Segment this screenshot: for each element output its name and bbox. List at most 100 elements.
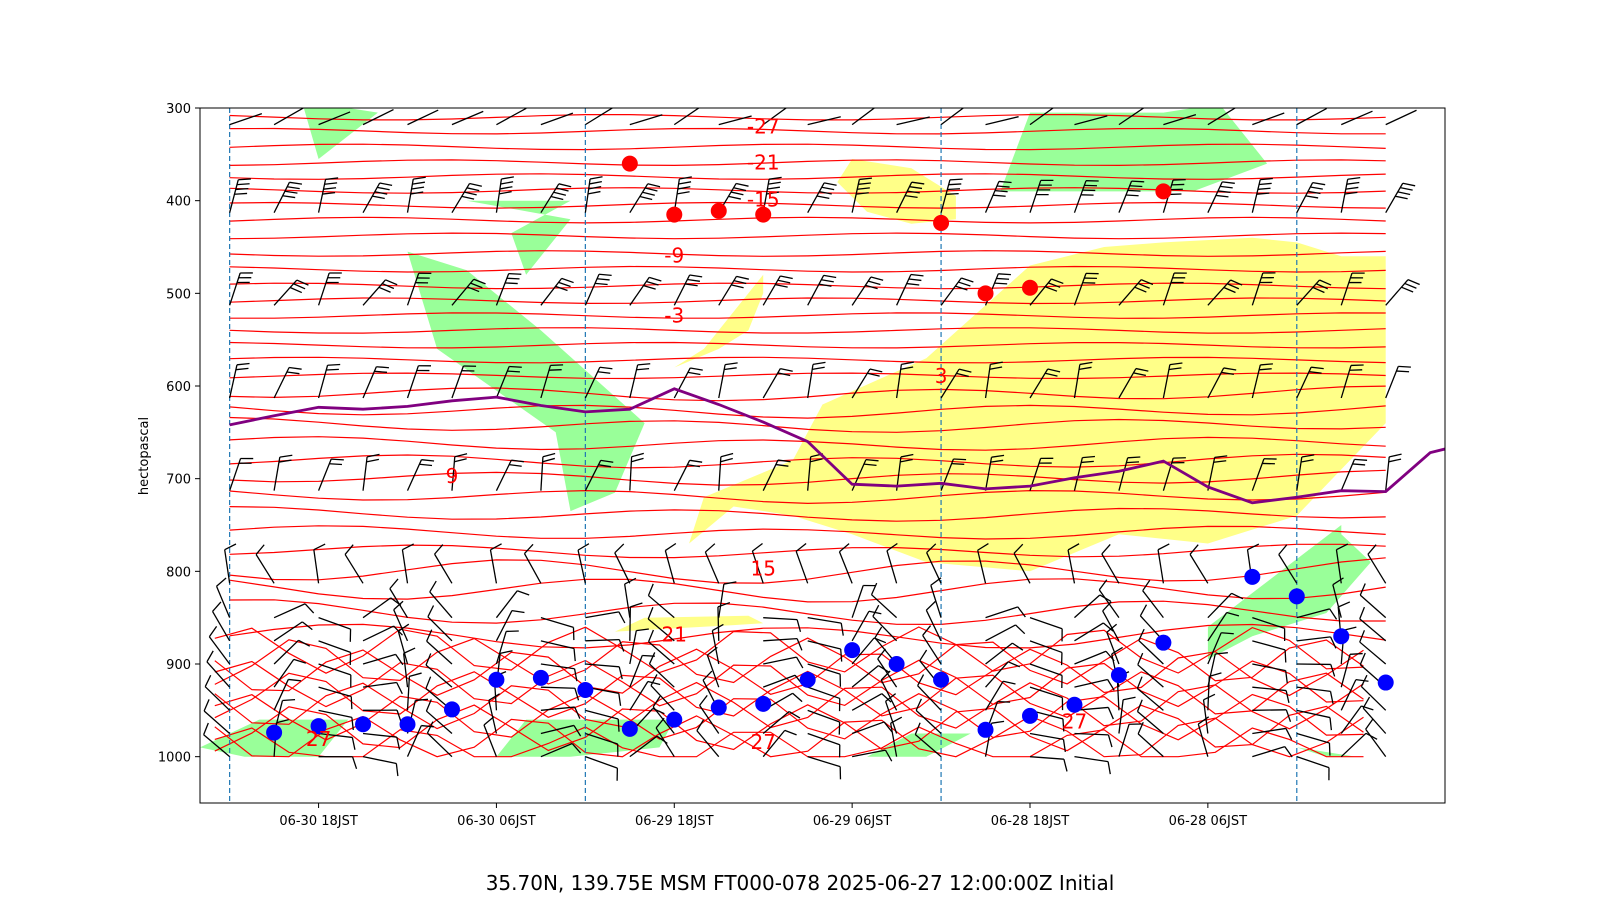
barb-flag xyxy=(301,621,313,631)
barb-flag xyxy=(288,678,301,682)
temperature-contour xyxy=(229,356,1386,364)
wind-barb xyxy=(1252,112,1285,126)
barb-staff xyxy=(429,591,453,619)
barb-flag xyxy=(1003,680,1016,685)
barb-staff xyxy=(495,273,510,306)
barb-staff xyxy=(717,606,720,641)
wind-barb xyxy=(540,183,572,214)
barb-flag xyxy=(996,185,1010,188)
barb-staff xyxy=(629,456,633,491)
wind-barb xyxy=(585,732,619,757)
barb-staff xyxy=(1157,549,1165,584)
barb-flag xyxy=(1136,676,1143,689)
barb-staff xyxy=(629,114,663,126)
barb-flag xyxy=(840,622,844,636)
barb-flag xyxy=(499,186,513,190)
barb-flag xyxy=(890,716,903,724)
barb-staff xyxy=(540,617,574,629)
barb-staff xyxy=(1252,663,1286,672)
barb-staff xyxy=(1296,366,1312,399)
barb-flag xyxy=(977,543,989,551)
temperature-contour xyxy=(229,173,1386,180)
barb-staff xyxy=(984,457,993,491)
barb-flag xyxy=(238,178,251,181)
barb-staff xyxy=(229,458,242,491)
barb-staff xyxy=(926,552,942,584)
barb-flag xyxy=(777,459,791,463)
barb-staff xyxy=(584,273,600,306)
wind-barb xyxy=(434,544,453,584)
blue-marker xyxy=(844,642,861,659)
wind-barb xyxy=(673,367,703,399)
plot-frame xyxy=(199,107,1446,804)
barb-staff xyxy=(229,364,238,399)
barb-staff xyxy=(489,549,498,584)
barb-flag xyxy=(508,272,522,275)
barb-staff xyxy=(629,183,649,214)
barb-staff xyxy=(1137,664,1164,688)
barb-flag xyxy=(915,698,922,711)
barb-flag xyxy=(577,543,590,551)
temperature-contour xyxy=(229,312,1386,319)
wind-barb xyxy=(1029,756,1068,772)
y-tick-label: 500 xyxy=(166,287,191,302)
barb-flag xyxy=(574,688,580,701)
contour-label: 27 xyxy=(306,727,331,751)
barb-flag xyxy=(1359,630,1366,643)
barb-flag xyxy=(840,648,843,662)
wind-barb xyxy=(362,366,390,399)
barb-staff xyxy=(807,640,841,650)
saturated-region xyxy=(303,108,378,159)
barb-staff xyxy=(1385,366,1399,399)
wind-barb xyxy=(273,366,302,399)
barb-staff xyxy=(614,552,631,584)
wind-barb xyxy=(203,699,231,734)
wind-barb xyxy=(1296,756,1330,781)
barb-flag xyxy=(857,187,870,190)
barb-flag xyxy=(1169,362,1183,366)
barb-flag xyxy=(819,191,832,195)
barb-flag xyxy=(865,284,878,290)
wind-barb xyxy=(1029,179,1054,213)
barb-staff xyxy=(1197,723,1209,757)
wind-barb xyxy=(807,732,841,758)
barb-flag xyxy=(501,176,514,180)
barb-staff xyxy=(1029,278,1052,306)
barb-flag xyxy=(689,459,703,463)
wind-barb xyxy=(429,580,453,619)
barb-staff xyxy=(1118,180,1133,213)
wind-barb xyxy=(273,658,307,688)
barb-flag xyxy=(589,176,603,180)
blue-marker xyxy=(977,721,994,738)
barb-staff xyxy=(1189,554,1209,584)
barb-flag xyxy=(1221,632,1234,635)
barb-flag xyxy=(643,284,656,290)
wind-barb xyxy=(495,459,524,491)
barb-flag xyxy=(1345,186,1359,190)
barb-staff xyxy=(1340,705,1362,734)
barb-flag xyxy=(381,282,395,290)
wind-barb xyxy=(1340,364,1364,399)
barb-staff xyxy=(1106,631,1120,665)
barb-flag xyxy=(1355,679,1369,682)
barb-staff xyxy=(362,279,387,306)
barb-flag xyxy=(1221,371,1234,376)
wind-barb xyxy=(1013,543,1031,584)
barb-flag xyxy=(287,186,300,190)
barb-staff xyxy=(318,709,352,718)
wind-barb xyxy=(1365,718,1387,758)
barb-staff xyxy=(1252,686,1287,692)
barb-staff xyxy=(852,749,886,758)
barb-flag xyxy=(1140,279,1154,286)
barb-staff xyxy=(877,658,898,688)
barb-staff xyxy=(1102,610,1120,642)
barb-staff xyxy=(585,108,614,126)
barb-staff xyxy=(426,732,453,758)
barb-staff xyxy=(807,756,841,768)
barb-staff xyxy=(762,674,796,688)
barb-flag xyxy=(677,191,690,195)
wind-barb xyxy=(763,656,804,669)
barb-flag xyxy=(1300,459,1314,463)
blue-marker xyxy=(710,699,727,716)
barb-staff xyxy=(540,183,560,214)
